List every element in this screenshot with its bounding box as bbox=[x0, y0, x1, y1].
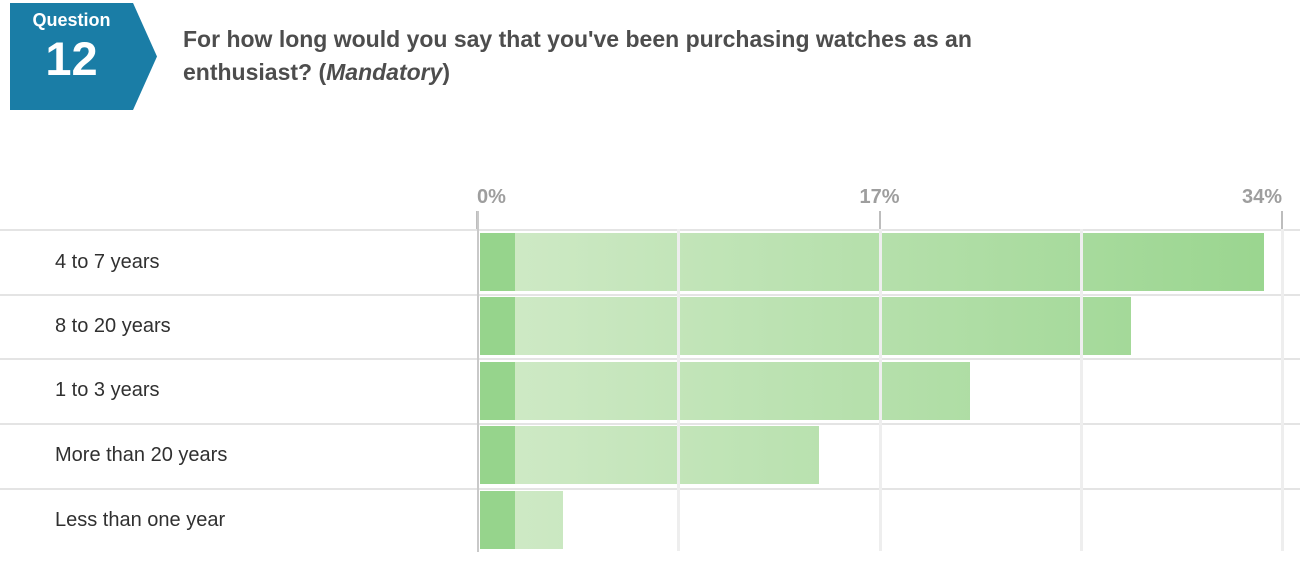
category-label: Less than one year bbox=[55, 508, 226, 531]
category-label: 1 to 3 years bbox=[55, 378, 160, 401]
question-badge-number: 12 bbox=[45, 32, 98, 85]
x-axis-tick-label: 17% bbox=[859, 186, 900, 208]
x-axis-zero-line bbox=[477, 211, 479, 552]
category-label: More than 20 years bbox=[55, 443, 228, 466]
question-title-mandatory: Mandatory bbox=[326, 59, 443, 85]
x-axis-tick-label: 0% bbox=[477, 186, 506, 208]
x-axis-tick-mark bbox=[1281, 211, 1283, 229]
category-label: 4 to 7 years bbox=[55, 250, 160, 273]
vertical-gridline bbox=[1281, 229, 1284, 551]
row-separator-line bbox=[0, 294, 1300, 296]
category-label: 8 to 20 years bbox=[55, 314, 171, 337]
vertical-gridline bbox=[1079, 229, 1083, 551]
bar-more-than-20-years bbox=[480, 426, 819, 484]
question-title-line2-prefix: enthusiast? ( bbox=[183, 59, 327, 85]
bar-less-than-one-year bbox=[480, 491, 563, 549]
question-title-line2: enthusiast? (Mandatory) bbox=[183, 56, 1283, 89]
bar-8-to-20-years bbox=[480, 297, 1132, 355]
vertical-gridline bbox=[677, 229, 681, 551]
question-badge-label: Question bbox=[32, 10, 111, 30]
bar-1-to-3-years bbox=[480, 362, 971, 420]
row-separator-line bbox=[0, 358, 1300, 360]
vertical-gridline bbox=[878, 229, 882, 551]
question-badge: Question 12 bbox=[10, 3, 157, 110]
question-title-line2-suffix: ) bbox=[442, 59, 451, 85]
x-axis-tick-mark bbox=[878, 211, 881, 229]
question-title-line1: For how long would you say that you've b… bbox=[183, 26, 972, 52]
row-separator-line bbox=[0, 423, 1300, 425]
x-axis-tick-label: 34% bbox=[1241, 186, 1282, 208]
question-title: For how long would you say that you've b… bbox=[183, 23, 1283, 89]
row-separator-line bbox=[0, 229, 1300, 231]
bar-4-to-7-years bbox=[480, 233, 1264, 291]
row-separator-line bbox=[0, 488, 1300, 490]
